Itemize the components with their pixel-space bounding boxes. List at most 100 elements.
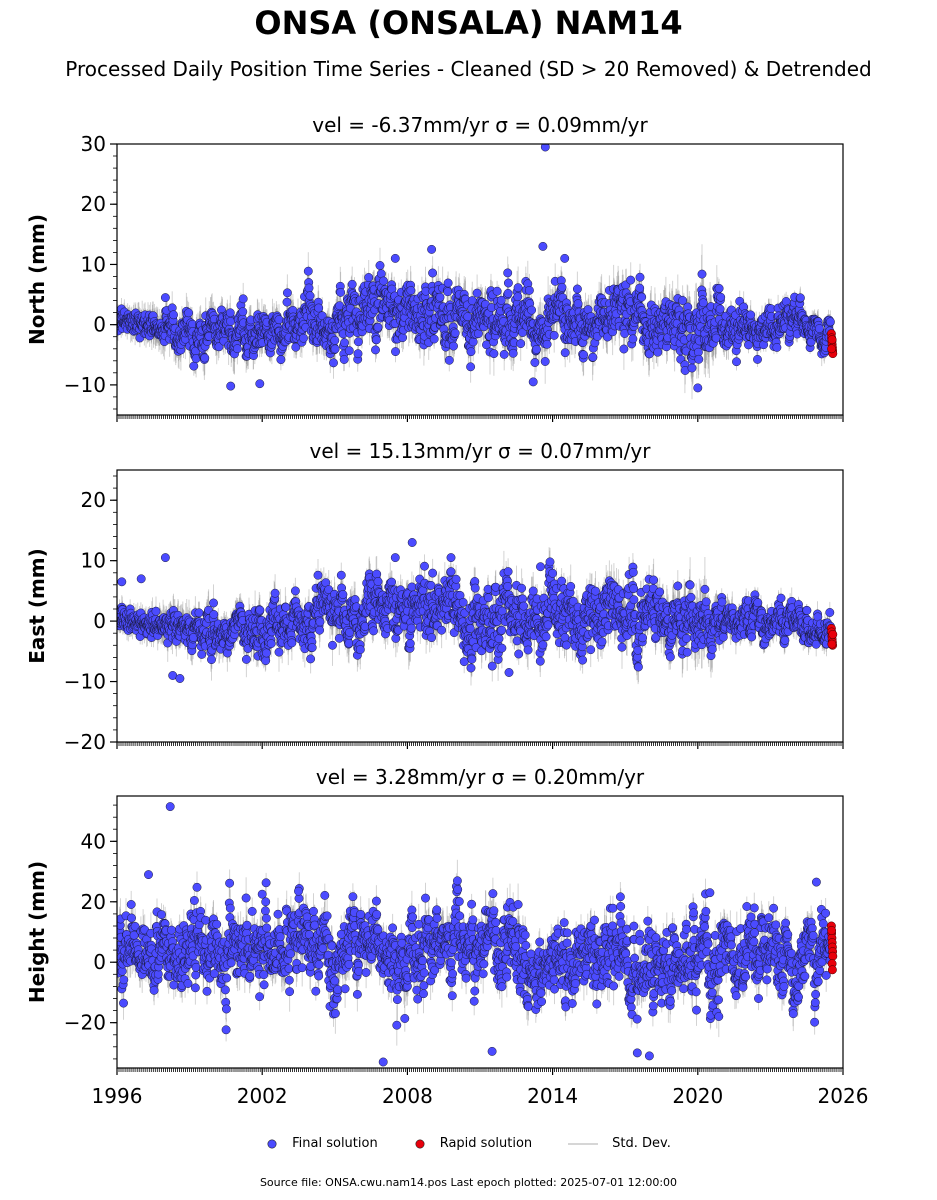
final-point bbox=[635, 272, 645, 282]
final-point bbox=[347, 279, 357, 289]
final-point bbox=[344, 346, 354, 356]
final-point bbox=[390, 253, 400, 263]
final-point bbox=[795, 293, 805, 303]
final-solution-points bbox=[117, 144, 835, 393]
rapid-solution-points bbox=[826, 329, 838, 359]
final-point bbox=[560, 348, 570, 358]
final-point bbox=[282, 297, 292, 307]
final-point bbox=[406, 286, 416, 295]
final-point bbox=[693, 383, 703, 393]
final-point bbox=[753, 354, 762, 364]
final-point bbox=[375, 261, 385, 270]
final-point bbox=[466, 347, 476, 357]
final-point bbox=[314, 303, 324, 313]
final-point bbox=[391, 347, 400, 357]
final-point bbox=[232, 344, 242, 354]
final-point bbox=[364, 273, 374, 282]
final-point bbox=[444, 355, 454, 365]
final-point bbox=[694, 354, 704, 364]
final-point bbox=[508, 348, 518, 358]
final-point bbox=[528, 377, 538, 387]
final-point bbox=[524, 285, 534, 295]
final-point bbox=[549, 330, 559, 340]
final-point bbox=[303, 266, 313, 276]
final-point bbox=[336, 287, 346, 297]
final-point bbox=[449, 341, 458, 351]
final-point bbox=[428, 268, 438, 278]
plot-area bbox=[117, 144, 838, 400]
final-point bbox=[557, 282, 567, 292]
final-point bbox=[330, 344, 340, 354]
final-point bbox=[626, 275, 636, 285]
final-point bbox=[496, 295, 506, 305]
final-point bbox=[238, 294, 248, 304]
final-point bbox=[291, 342, 301, 352]
final-point bbox=[653, 347, 663, 357]
final-point bbox=[238, 307, 248, 317]
final-point bbox=[489, 349, 499, 359]
final-point bbox=[373, 322, 383, 332]
final-point bbox=[579, 350, 589, 360]
final-point bbox=[304, 283, 314, 293]
final-point bbox=[339, 355, 349, 364]
final-point bbox=[329, 358, 338, 368]
final-point bbox=[200, 353, 210, 363]
final-point bbox=[687, 363, 697, 373]
final-point bbox=[698, 298, 708, 308]
final-point bbox=[697, 269, 707, 279]
final-point bbox=[371, 345, 380, 355]
final-point bbox=[530, 358, 540, 367]
final-point bbox=[274, 315, 284, 325]
final-point bbox=[398, 333, 408, 343]
final-point bbox=[732, 357, 741, 367]
final-point bbox=[472, 288, 482, 298]
final-point bbox=[503, 268, 513, 278]
final-point bbox=[225, 308, 235, 318]
final-point bbox=[620, 329, 630, 338]
final-point bbox=[781, 297, 791, 306]
rapid-point bbox=[827, 335, 837, 345]
final-point bbox=[189, 361, 199, 371]
final-point bbox=[825, 317, 835, 327]
final-point bbox=[305, 291, 315, 301]
panel-north: −10 0 10 20 30 vel = -6.37mm/yr σ = 0.09mm/yr… bbox=[25, 113, 844, 422]
final-point bbox=[184, 308, 194, 318]
final-point bbox=[473, 329, 483, 339]
plot-area bbox=[117, 538, 838, 686]
final-point bbox=[588, 352, 598, 362]
y-axis-label: North (mm) bbox=[25, 214, 49, 345]
final-point bbox=[299, 333, 308, 343]
final-point bbox=[542, 339, 552, 349]
final-point bbox=[560, 253, 570, 263]
final-point bbox=[226, 381, 236, 391]
final-point bbox=[746, 310, 756, 320]
final-point bbox=[513, 292, 523, 302]
final-point bbox=[435, 292, 445, 302]
final-point bbox=[466, 362, 476, 372]
axes-frame bbox=[116, 143, 844, 416]
final-point bbox=[255, 379, 265, 389]
final-point bbox=[678, 296, 688, 305]
final-point bbox=[572, 284, 582, 294]
final-point bbox=[429, 334, 439, 344]
rapid-point bbox=[827, 344, 837, 354]
final-point bbox=[492, 286, 502, 296]
final-point bbox=[353, 337, 363, 347]
final-point bbox=[714, 283, 724, 293]
final-point bbox=[635, 283, 645, 293]
final-point bbox=[443, 278, 453, 288]
final-point bbox=[814, 324, 824, 334]
y-tick-label: −10 bbox=[64, 373, 106, 397]
final-point bbox=[573, 299, 583, 309]
final-point bbox=[371, 335, 381, 345]
final-point bbox=[716, 292, 726, 302]
final-point bbox=[532, 344, 541, 354]
final-point bbox=[503, 288, 513, 298]
final-point bbox=[330, 335, 340, 345]
final-point bbox=[503, 278, 513, 288]
y-tick-label: 10 bbox=[81, 252, 106, 276]
final-point bbox=[226, 316, 236, 326]
y-tick-label: 30 bbox=[81, 132, 106, 156]
final-point bbox=[169, 310, 178, 320]
